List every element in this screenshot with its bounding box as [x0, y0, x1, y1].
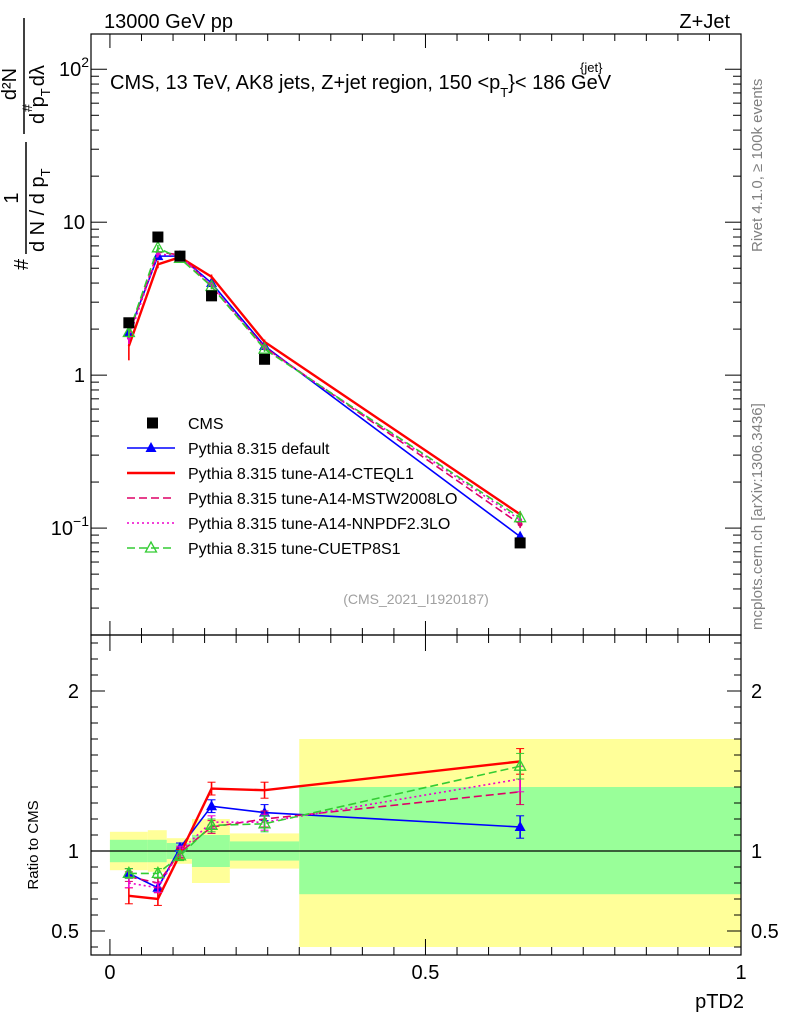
ratio-x-tick-label: 0	[104, 962, 115, 984]
main-y-tick-label: 10−1	[51, 513, 89, 540]
legend-label-default: Pythia 8.315 default	[188, 441, 330, 458]
legend-marker-cuetp	[144, 540, 158, 553]
ratio-marker-cuetp	[151, 866, 165, 879]
ratio-marker-cuetp	[204, 818, 219, 831]
legend-label-cuetp: Pythia 8.315 tune-CUETP8S1	[188, 541, 401, 558]
marker-cuetp	[513, 510, 527, 523]
plot-title-sup: {jet}	[580, 60, 603, 75]
ratio-marker-default	[206, 800, 218, 811]
ratio-y-tick-label-left: 1	[68, 841, 79, 863]
plot-title-sub: T	[500, 85, 508, 100]
ratio-line-cuetp	[128, 765, 521, 875]
main-y-tick-label: 102	[59, 54, 89, 81]
ylabel-frac1-num: 1	[1, 192, 23, 203]
ylabel-frac2-den-sup: #	[19, 104, 35, 112]
legend-label-cteql1: Pythia 8.315 tune-A14-CTEQL1	[188, 466, 414, 483]
ylabel-lead: #	[11, 258, 33, 270]
ylabel-frac1-den: d N / d pT	[27, 168, 53, 252]
data-point-cms	[174, 250, 186, 262]
ratio-y-tick-label-right: 0.5	[751, 921, 779, 943]
plot-title-main: CMS, 13 TeV, AK8 jets, Z+jet region, 150…	[110, 72, 500, 94]
main-y-tick-label-sup: 2	[81, 54, 89, 70]
ratio-y-tick-label-left: 2	[68, 681, 79, 703]
ratio-marker-default	[514, 821, 526, 831]
main-y-tick-label: 10	[63, 212, 85, 234]
plot-title: CMS, 13 TeV, AK8 jets, Z+jet region, 150…	[110, 72, 612, 100]
legend-marker-cms	[147, 417, 158, 429]
ylabel-frac1-den-sub: T	[38, 168, 53, 176]
marker-cuetp	[257, 341, 272, 354]
ylabel-frac1-den-text: d N / d p	[27, 176, 49, 252]
data-point-cms	[123, 317, 135, 329]
series-line-cteql1	[127, 255, 521, 516]
header-right: Z+Jet	[679, 11, 730, 33]
x-axis-label: pTD2	[695, 991, 744, 1013]
data-point-cms	[259, 353, 271, 365]
legend-marker-default	[145, 442, 157, 452]
analysis-id: (CMS_2021_I1920187)	[343, 591, 489, 607]
data-point-cms	[514, 537, 526, 549]
ratio-marker-cuetp	[173, 848, 187, 861]
ylabel-frac2-den-text: d p	[27, 96, 49, 124]
ratio-frame	[90, 634, 742, 956]
side-label-top: Rivet 4.1.0, ≥ 100k events	[749, 79, 766, 252]
header-left: 13000 GeV pp	[104, 11, 233, 33]
legend-label-nnpdf: Pythia 8.315 tune-A14-NNPDF2.3LO	[188, 516, 450, 533]
main-y-tick-label-base: 10	[59, 59, 81, 81]
ratio-line-cteql1	[128, 760, 521, 901]
series-line-mstw	[128, 250, 521, 525]
ratio-x-tick-label: 0.5	[412, 962, 440, 984]
data-point-cms	[206, 290, 218, 302]
side-label-bottom: mcplots.cern.ch [arXiv:1306.3436]	[749, 403, 766, 630]
main-y-tick-label-sup: −1	[73, 513, 89, 529]
ratio-y-axis-label: Ratio to CMS	[25, 800, 42, 889]
data-point-cms	[152, 231, 164, 243]
marker-cuetp	[122, 325, 136, 338]
legend-label-mstw: Pythia 8.315 tune-A14-MSTW2008LO	[188, 491, 457, 508]
ratio-marker-cuetp	[513, 758, 527, 771]
ratio-marker-cuetp	[122, 866, 136, 879]
ylabel-frac2-den-sub: T	[38, 88, 53, 96]
ratio-marker-cuetp	[257, 816, 272, 829]
ylabel-frac2-den-tail: dλ	[27, 65, 49, 86]
ratio-y-tick-label-left: 0.5	[51, 921, 79, 943]
marker-cuetp	[151, 240, 165, 253]
plot-title-tail: }< 186 GeV	[508, 72, 612, 94]
marker-mstw	[517, 521, 523, 527]
main-y-axis-label: # 1 d N / d pT # d²N # d pTdλ	[0, 18, 53, 270]
main-y-tick-label: 1	[74, 365, 85, 387]
ylabel-frac2-num-sup: #	[0, 122, 3, 130]
ratio-y-tick-label-right: 2	[751, 681, 762, 703]
series-line-cuetp	[128, 246, 521, 519]
legend-label-cms: CMS	[188, 416, 224, 433]
ratio-x-tick-label: 1	[735, 962, 746, 984]
ratio-y-tick-label-right: 1	[751, 841, 762, 863]
ylabel-frac2-num: d²N	[0, 68, 21, 100]
ylabel-frac2-den: d pTdλ	[27, 65, 53, 124]
main-y-tick-label-base: 10	[51, 518, 73, 540]
ratio-plot-panel: 0.5 0.51 12 20 0.5 1	[51, 634, 779, 984]
